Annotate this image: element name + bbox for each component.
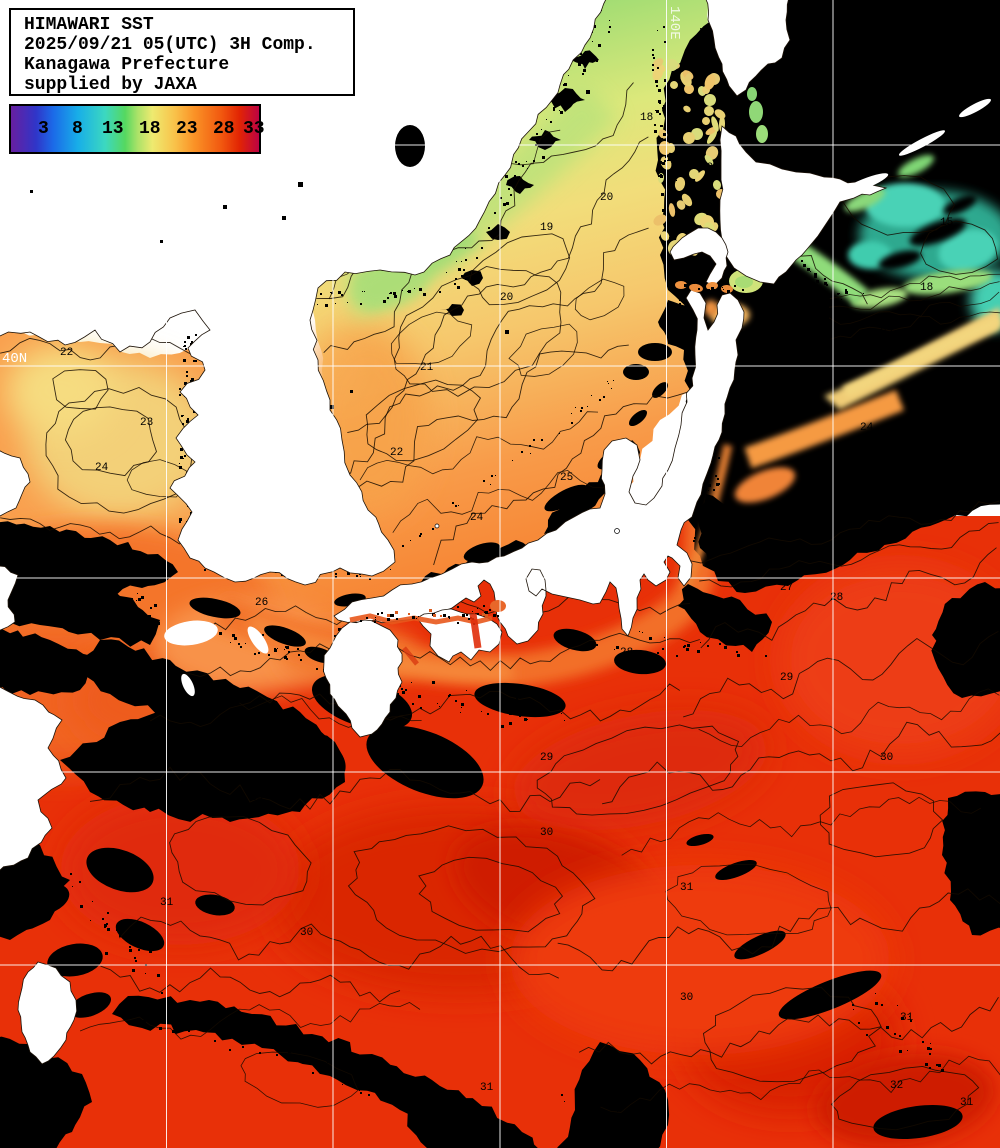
svg-text:29: 29 bbox=[540, 752, 553, 764]
svg-text:23: 23 bbox=[140, 417, 153, 429]
svg-text:140E: 140E bbox=[666, 6, 682, 40]
svg-text:24: 24 bbox=[95, 462, 109, 474]
svg-text:30: 30 bbox=[300, 927, 313, 939]
svg-text:28: 28 bbox=[120, 752, 133, 764]
svg-text:32: 32 bbox=[890, 1080, 903, 1092]
svg-text:27: 27 bbox=[40, 642, 53, 654]
svg-text:28: 28 bbox=[620, 647, 633, 659]
svg-text:26: 26 bbox=[255, 597, 268, 609]
svg-text:29: 29 bbox=[780, 672, 793, 684]
svg-text:22: 22 bbox=[60, 347, 73, 359]
svg-text:30: 30 bbox=[880, 752, 893, 764]
svg-text:22: 22 bbox=[390, 447, 403, 459]
svg-text:21: 21 bbox=[420, 362, 434, 374]
svg-text:19: 19 bbox=[540, 222, 553, 234]
svg-text:28: 28 bbox=[830, 592, 843, 604]
svg-text:25: 25 bbox=[560, 472, 573, 484]
svg-text:31: 31 bbox=[680, 882, 694, 894]
svg-text:19: 19 bbox=[700, 162, 713, 174]
svg-text:30: 30 bbox=[680, 992, 693, 1004]
svg-text:29: 29 bbox=[250, 792, 263, 804]
svg-text:18: 18 bbox=[920, 282, 933, 294]
svg-text:24: 24 bbox=[470, 512, 484, 524]
svg-text:30: 30 bbox=[540, 827, 553, 839]
svg-text:31: 31 bbox=[480, 1082, 494, 1094]
svg-text:27: 27 bbox=[780, 582, 793, 594]
svg-text:31: 31 bbox=[960, 1097, 974, 1109]
svg-text:30N: 30N bbox=[2, 757, 27, 773]
svg-text:15: 15 bbox=[940, 217, 953, 229]
svg-text:20: 20 bbox=[600, 192, 613, 204]
svg-text:18: 18 bbox=[640, 112, 653, 124]
svg-text:24: 24 bbox=[860, 422, 874, 434]
svg-text:22: 22 bbox=[880, 327, 893, 339]
svg-text:40N: 40N bbox=[2, 351, 27, 367]
svg-text:21: 21 bbox=[760, 292, 774, 304]
svg-text:20: 20 bbox=[500, 292, 513, 304]
